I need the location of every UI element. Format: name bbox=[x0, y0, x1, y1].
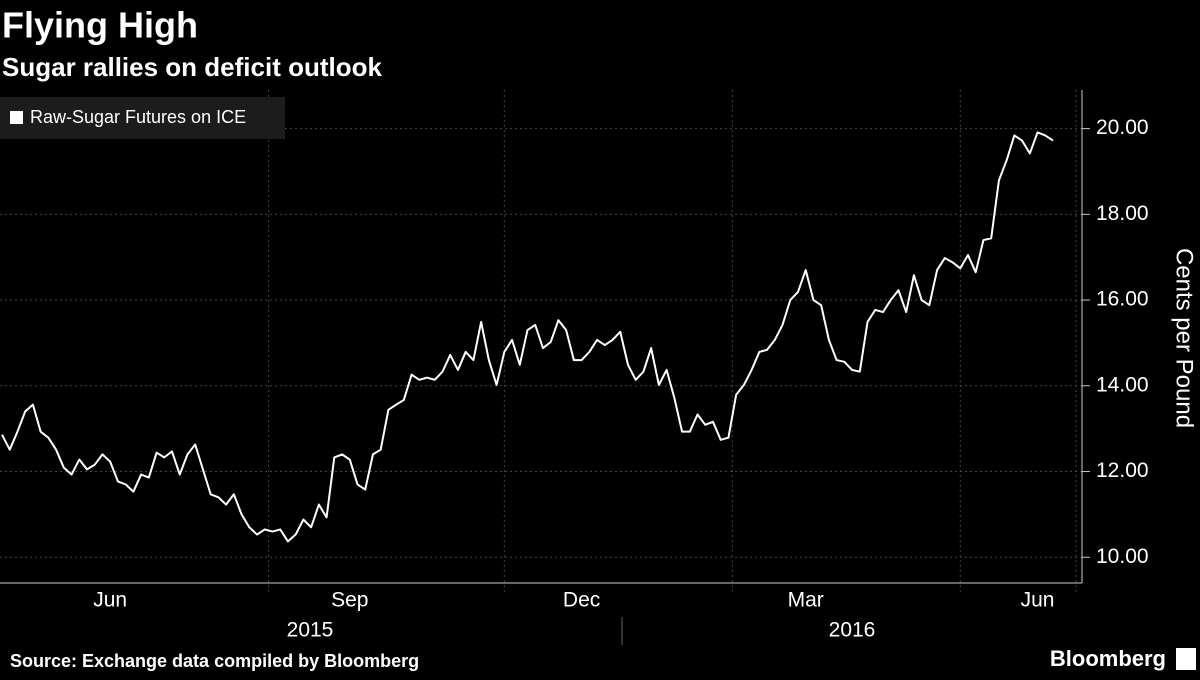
y-axis-title: Cents per Pound bbox=[1171, 248, 1198, 428]
brand-icon bbox=[1176, 648, 1196, 670]
year-label: 2016 bbox=[829, 619, 876, 642]
year-label: 2015 bbox=[287, 619, 334, 642]
legend-label: Raw-Sugar Futures on ICE bbox=[30, 107, 246, 127]
x-tick-label: Mar bbox=[788, 589, 824, 612]
x-tick-label: Jun bbox=[1021, 589, 1055, 612]
y-tick-label: 16.00 bbox=[1096, 288, 1149, 311]
x-tick-label: Jun bbox=[93, 589, 127, 612]
y-tick-label: 10.00 bbox=[1096, 545, 1149, 568]
y-tick-label: 18.00 bbox=[1096, 202, 1149, 225]
line-series bbox=[1, 131, 1054, 543]
y-tick-label: 12.00 bbox=[1096, 459, 1149, 482]
legend: Raw-Sugar Futures on ICE bbox=[0, 97, 285, 139]
legend-box bbox=[0, 97, 285, 139]
x-tick-label: Dec bbox=[563, 589, 600, 612]
y-tick-label: 20.00 bbox=[1096, 116, 1149, 139]
source-note: Source: Exchange data compiled by Bloomb… bbox=[10, 651, 419, 671]
chart-title: Flying High bbox=[2, 5, 198, 46]
y-tick-label: 14.00 bbox=[1096, 373, 1149, 396]
brand: Bloomberg bbox=[1050, 646, 1166, 671]
x-tick-label: Sep bbox=[331, 589, 368, 612]
legend-swatch bbox=[10, 111, 23, 124]
chart-subtitle: Sugar rallies on deficit outlook bbox=[2, 52, 382, 82]
